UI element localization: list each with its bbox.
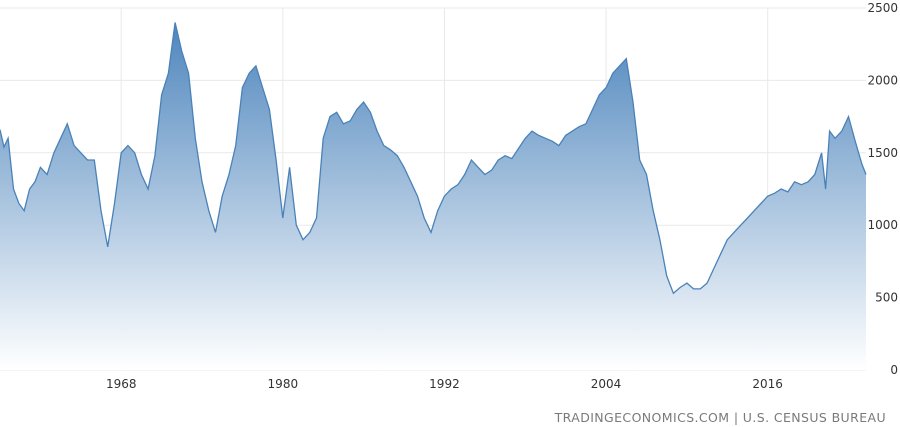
y-tick-label: 2500	[867, 1, 898, 15]
x-tick-label: 1980	[268, 377, 299, 391]
x-tick-label: 1968	[106, 377, 137, 391]
y-tick-label: 0	[890, 363, 898, 377]
source-attribution: TRADINGECONOMICS.COM | U.S. CENSUS BUREA…	[554, 410, 886, 425]
y-axis-tick-labels: 0 500 1000 1500 2000 2500	[867, 1, 898, 377]
y-tick-label: 1500	[867, 146, 898, 160]
y-tick-label: 2000	[867, 73, 898, 87]
x-tick-label: 2016	[752, 377, 783, 391]
x-tick-label: 1992	[429, 377, 460, 391]
x-axis-tick-labels: 1968 1980 1992 2004 2016	[106, 377, 783, 391]
series-line	[0, 22, 867, 295]
y-tick-label: 1000	[867, 218, 898, 232]
series-area-fill	[0, 22, 866, 370]
y-tick-label: 500	[875, 291, 898, 305]
x-tick-label: 2004	[591, 377, 622, 391]
